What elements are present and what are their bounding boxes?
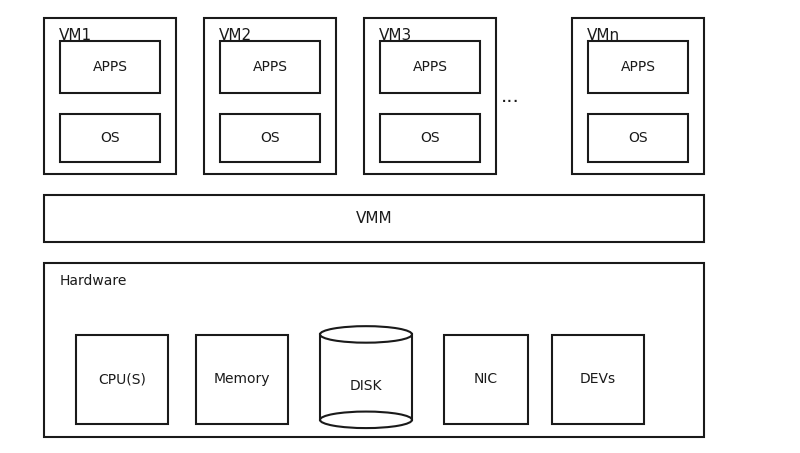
Text: OS: OS bbox=[420, 131, 440, 145]
Bar bbox=[444, 335, 528, 424]
Text: APPS: APPS bbox=[93, 60, 127, 74]
Ellipse shape bbox=[320, 326, 412, 342]
Bar bbox=[60, 114, 160, 162]
Bar bbox=[572, 18, 704, 174]
Text: DISK: DISK bbox=[350, 379, 382, 393]
Text: VM2: VM2 bbox=[218, 28, 251, 43]
Text: OS: OS bbox=[260, 131, 280, 145]
Text: APPS: APPS bbox=[413, 60, 447, 74]
Ellipse shape bbox=[320, 412, 412, 428]
Text: Memory: Memory bbox=[214, 372, 270, 386]
Bar bbox=[196, 335, 288, 424]
Text: OS: OS bbox=[628, 131, 648, 145]
Bar bbox=[60, 41, 160, 93]
Bar bbox=[380, 114, 480, 162]
Text: VMM: VMM bbox=[356, 211, 392, 226]
Bar bbox=[44, 18, 176, 174]
Text: ...: ... bbox=[501, 87, 520, 106]
Bar bbox=[320, 334, 412, 420]
Text: NIC: NIC bbox=[474, 372, 498, 386]
Text: VM1: VM1 bbox=[58, 28, 91, 43]
Bar bbox=[380, 41, 480, 93]
Bar bbox=[588, 41, 688, 93]
Bar bbox=[364, 18, 496, 174]
Text: OS: OS bbox=[100, 131, 120, 145]
Bar bbox=[44, 263, 704, 437]
Text: APPS: APPS bbox=[621, 60, 655, 74]
Text: VMn: VMn bbox=[586, 28, 619, 43]
Bar bbox=[588, 114, 688, 162]
Bar bbox=[220, 114, 320, 162]
Text: CPU(S): CPU(S) bbox=[98, 372, 146, 386]
Bar bbox=[204, 18, 336, 174]
Bar bbox=[76, 335, 168, 424]
Text: DEVs: DEVs bbox=[580, 372, 616, 386]
Text: VM3: VM3 bbox=[378, 28, 412, 43]
Text: Hardware: Hardware bbox=[60, 274, 127, 288]
Bar bbox=[44, 195, 704, 242]
Text: APPS: APPS bbox=[253, 60, 287, 74]
Bar bbox=[552, 335, 644, 424]
Bar bbox=[220, 41, 320, 93]
